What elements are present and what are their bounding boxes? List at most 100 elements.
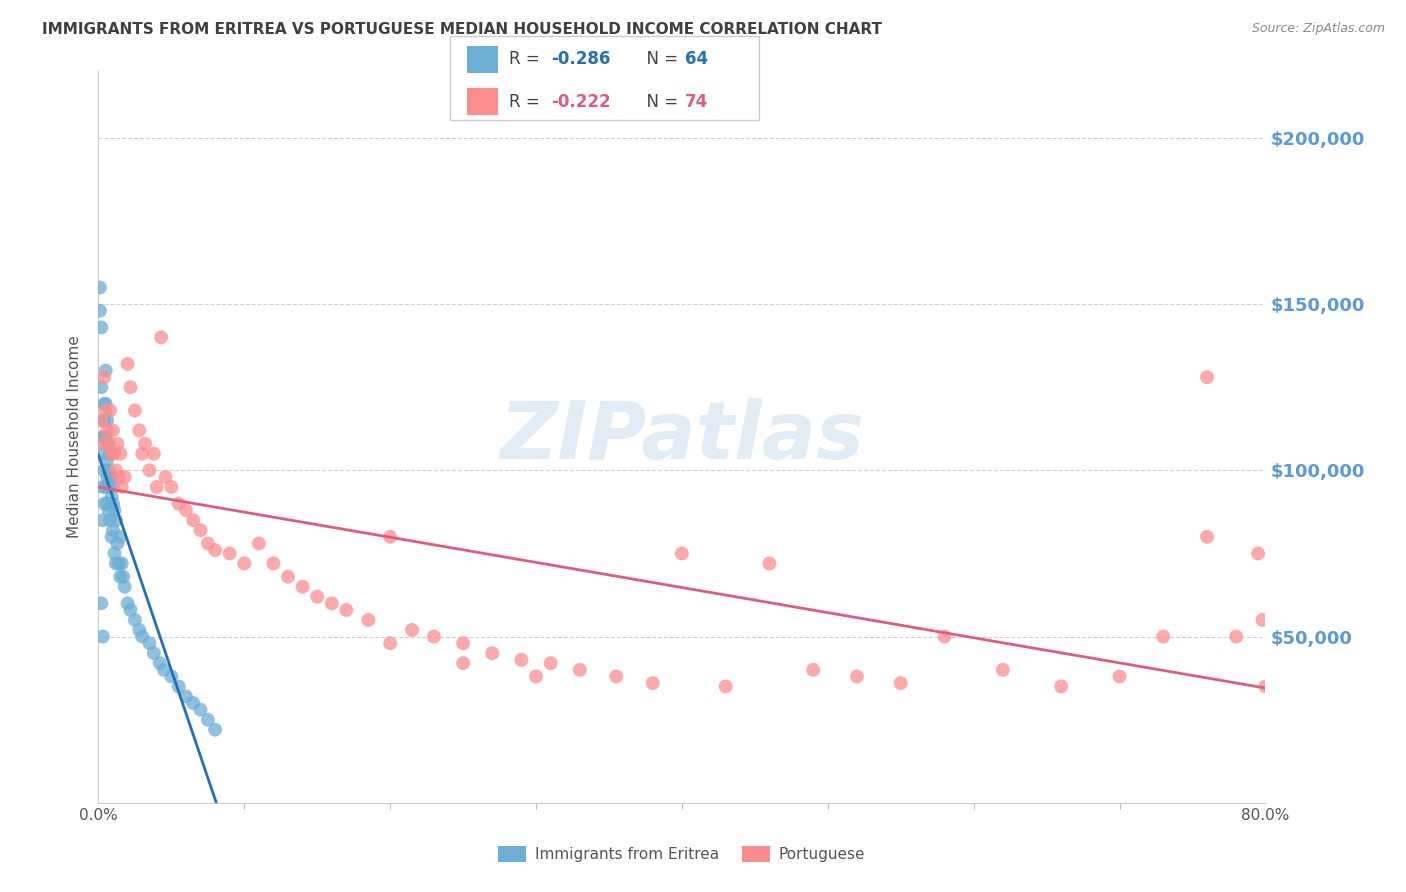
Point bbox=[93, 430, 115, 444]
Point bbox=[94, 397, 117, 411]
Point bbox=[101, 424, 124, 438]
Point bbox=[167, 497, 190, 511]
Point bbox=[1108, 669, 1130, 683]
Point bbox=[204, 543, 226, 558]
Point bbox=[190, 523, 212, 537]
Point bbox=[96, 497, 118, 511]
Point bbox=[97, 436, 120, 450]
Point bbox=[934, 630, 956, 644]
Point bbox=[103, 447, 125, 461]
Point bbox=[111, 557, 134, 571]
Point bbox=[671, 546, 693, 560]
Point bbox=[197, 536, 219, 550]
Point bbox=[218, 546, 240, 560]
Text: N =: N = bbox=[636, 51, 683, 69]
Point bbox=[142, 646, 165, 660]
Point bbox=[1254, 680, 1277, 694]
Point bbox=[510, 653, 533, 667]
Point bbox=[94, 363, 117, 377]
Text: IMMIGRANTS FROM ERITREA VS PORTUGUESE MEDIAN HOUSEHOLD INCOME CORRELATION CHART: IMMIGRANTS FROM ERITREA VS PORTUGUESE ME… bbox=[42, 22, 882, 37]
Point bbox=[321, 596, 343, 610]
Point bbox=[890, 676, 912, 690]
Point bbox=[380, 530, 402, 544]
Y-axis label: Median Household Income: Median Household Income bbox=[67, 335, 83, 539]
Point bbox=[104, 513, 127, 527]
Point bbox=[94, 430, 117, 444]
Point bbox=[100, 470, 122, 484]
Point bbox=[451, 656, 474, 670]
Point bbox=[991, 663, 1014, 677]
Point bbox=[90, 320, 112, 334]
Point bbox=[134, 436, 156, 450]
Point bbox=[93, 413, 115, 427]
Point bbox=[94, 480, 117, 494]
Point bbox=[124, 403, 146, 417]
Point bbox=[277, 570, 299, 584]
Point bbox=[90, 380, 112, 394]
Point bbox=[160, 669, 183, 683]
Point bbox=[149, 656, 172, 670]
Point bbox=[90, 596, 112, 610]
Point bbox=[97, 480, 120, 494]
Text: R =: R = bbox=[509, 93, 546, 111]
Point bbox=[114, 580, 136, 594]
Point bbox=[101, 523, 124, 537]
Point bbox=[120, 380, 142, 394]
Point bbox=[190, 703, 212, 717]
Point bbox=[247, 536, 270, 550]
Point bbox=[120, 603, 142, 617]
Point bbox=[1247, 546, 1270, 560]
Point bbox=[100, 490, 122, 504]
Point bbox=[97, 463, 120, 477]
Point bbox=[1152, 630, 1174, 644]
Legend: Immigrants from Eritrea, Portuguese: Immigrants from Eritrea, Portuguese bbox=[492, 840, 872, 868]
Point bbox=[98, 470, 121, 484]
Point bbox=[103, 546, 125, 560]
Point bbox=[96, 470, 118, 484]
Point bbox=[155, 470, 177, 484]
Point bbox=[110, 447, 132, 461]
Point bbox=[110, 530, 132, 544]
Point bbox=[142, 447, 165, 461]
Point bbox=[105, 436, 128, 450]
Point bbox=[101, 480, 124, 494]
Point bbox=[91, 513, 114, 527]
Text: ZIPatlas: ZIPatlas bbox=[499, 398, 865, 476]
Point bbox=[131, 630, 153, 644]
Text: -0.286: -0.286 bbox=[551, 51, 610, 69]
Point bbox=[1195, 370, 1218, 384]
Point bbox=[153, 663, 176, 677]
Point bbox=[111, 480, 134, 494]
Point bbox=[1195, 530, 1218, 544]
Point bbox=[98, 447, 121, 461]
Point bbox=[91, 447, 114, 461]
Point bbox=[846, 669, 869, 683]
Point bbox=[524, 669, 547, 683]
Point bbox=[605, 669, 627, 683]
Text: -0.222: -0.222 bbox=[551, 93, 610, 111]
Point bbox=[181, 696, 204, 710]
Point bbox=[150, 330, 173, 344]
Point bbox=[204, 723, 226, 737]
Point bbox=[357, 613, 380, 627]
Point bbox=[138, 636, 160, 650]
Text: 64: 64 bbox=[685, 51, 707, 69]
Point bbox=[93, 463, 115, 477]
Point bbox=[335, 603, 357, 617]
Point bbox=[146, 480, 169, 494]
Point bbox=[160, 480, 183, 494]
Point bbox=[197, 713, 219, 727]
Point bbox=[1225, 630, 1247, 644]
Point bbox=[401, 623, 423, 637]
Point bbox=[131, 447, 153, 461]
Point bbox=[423, 630, 446, 644]
Point bbox=[128, 424, 150, 438]
Point bbox=[103, 503, 125, 517]
Point bbox=[174, 690, 197, 704]
Point bbox=[89, 303, 111, 318]
Point bbox=[100, 530, 122, 544]
Point bbox=[91, 430, 114, 444]
Point bbox=[90, 413, 112, 427]
Point bbox=[94, 403, 117, 417]
Point bbox=[96, 413, 118, 427]
